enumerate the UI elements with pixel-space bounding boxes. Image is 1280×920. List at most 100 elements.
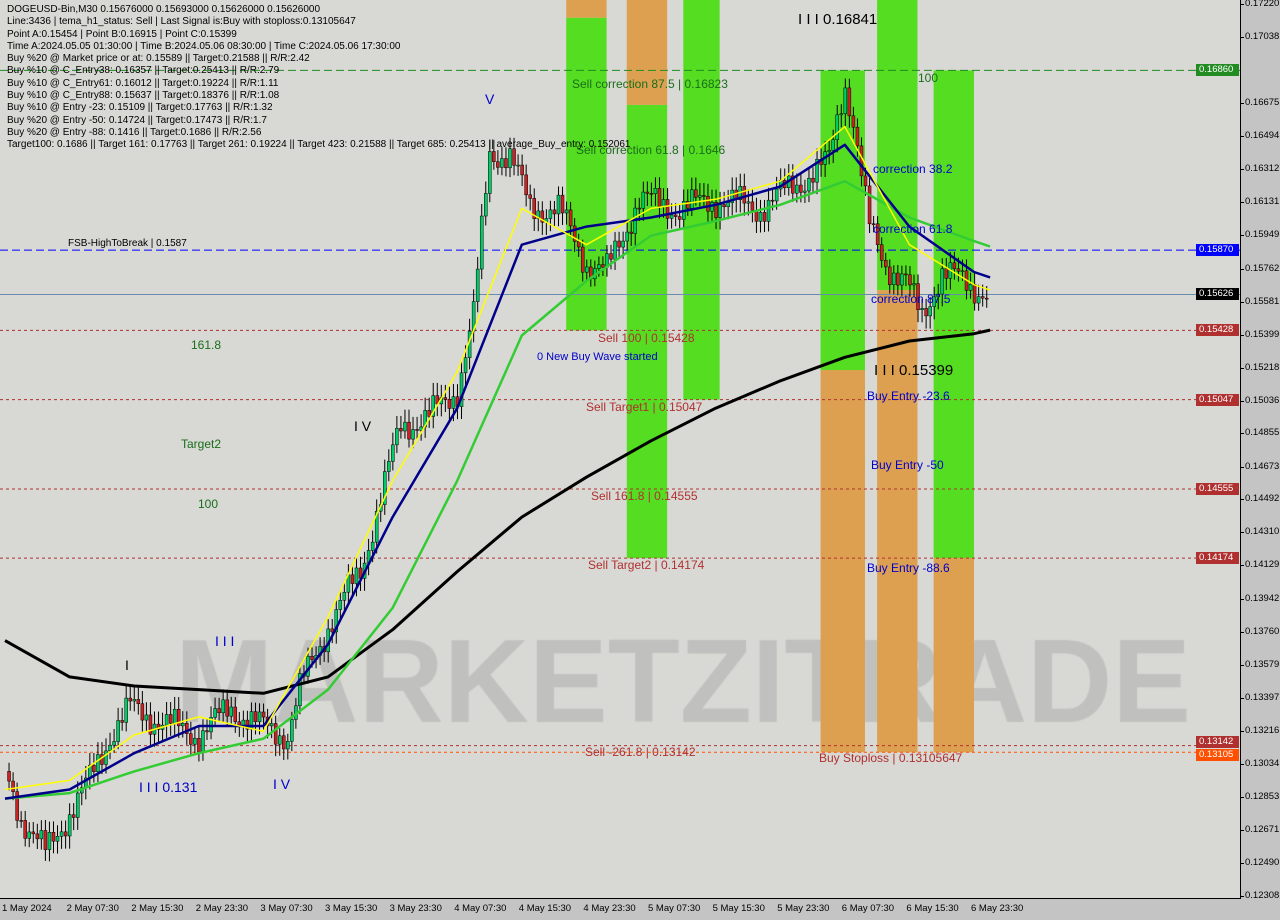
price-tick: 0.17038 xyxy=(1240,31,1280,43)
candle-body xyxy=(690,189,694,209)
candle-body xyxy=(540,210,545,223)
candle-body xyxy=(395,428,399,446)
candle-body xyxy=(23,820,27,839)
candle-body xyxy=(912,283,916,286)
time-tick: 4 May 15:30 xyxy=(518,903,572,914)
candle-body xyxy=(875,223,880,245)
time-tick: 3 May 07:30 xyxy=(260,903,313,914)
candle-body xyxy=(217,708,221,714)
candle-body xyxy=(273,723,278,745)
candle-body xyxy=(403,421,407,432)
candle-body xyxy=(702,195,706,197)
zone-green xyxy=(820,70,865,371)
info-line: Buy %10 @ C_Entry88: 0.15637 || Target:0… xyxy=(7,90,280,102)
candle-body xyxy=(120,720,124,723)
zone-orange xyxy=(626,0,668,105)
candle-body xyxy=(831,139,835,151)
candle-body xyxy=(609,253,613,260)
price-tick: 0.14310 xyxy=(1240,526,1280,538)
candle-body xyxy=(867,185,872,225)
candle-body xyxy=(851,115,856,128)
candle-body xyxy=(944,268,949,279)
price-chart xyxy=(0,0,1240,862)
chart-plot-area[interactable]: DOGEUSD-Bin,M30 0.15676000 0.15693000 0.… xyxy=(0,0,1241,899)
candle-body xyxy=(269,723,274,727)
candle-body xyxy=(629,231,633,234)
annotation-sell-correction-61: Sell correction 61.8 | 0.1646 xyxy=(576,143,726,157)
price-tick: 0.14129 xyxy=(1240,559,1280,571)
candle-body xyxy=(475,268,480,302)
price-level-badge: 0.13105 xyxy=(1196,749,1239,762)
candle-body xyxy=(310,656,314,660)
candle-body xyxy=(916,283,920,311)
price-tick: 0.15949 xyxy=(1240,228,1280,240)
annotation-sell-correction-87: Sell correction 87.5 | 0.16823 xyxy=(572,77,728,91)
candle-body xyxy=(415,429,419,431)
candle-body xyxy=(290,719,294,742)
price-tick: 0.13942 xyxy=(1240,593,1280,605)
annotation-correction-87: correction 87.5 xyxy=(871,292,951,306)
info-line: Buy %10 @ C_Entry38: 0.16357 || Target:0… xyxy=(7,65,280,77)
candle-body xyxy=(956,268,961,272)
candle-body xyxy=(839,113,844,116)
candle-body xyxy=(621,240,625,248)
price-tick: 0.14673 xyxy=(1240,460,1280,472)
info-line: Time A:2024.05.05 01:30:00 | Time B:2024… xyxy=(7,40,401,52)
candle-body xyxy=(47,832,52,850)
candle-body xyxy=(568,209,573,227)
info-line: Point A:0.15454 | Point B:0.16915 | Poin… xyxy=(7,28,237,40)
candle-body xyxy=(419,426,423,431)
candle-body xyxy=(189,733,193,745)
candle-body xyxy=(524,174,528,196)
candle-body xyxy=(637,207,642,210)
price-level-badge: 0.15870 xyxy=(1196,244,1239,257)
candle-body xyxy=(791,175,795,194)
annotation-sell-target2: Sell Target2 | 0.14174 xyxy=(588,558,705,572)
price-tick: 0.16494 xyxy=(1240,129,1280,141)
candle-body xyxy=(492,151,496,162)
zone-green xyxy=(933,70,974,559)
candle-body xyxy=(140,703,145,721)
candle-body xyxy=(928,306,932,317)
annotation-wave-i: I xyxy=(125,657,129,673)
candle-body xyxy=(27,831,31,839)
candle-body xyxy=(136,699,141,704)
time-tick: 4 May 23:30 xyxy=(583,903,636,914)
candle-body xyxy=(241,719,246,726)
candle-body xyxy=(972,284,977,304)
candle-body xyxy=(500,158,504,168)
candle-body xyxy=(718,204,722,218)
candle-body xyxy=(807,177,811,192)
candle-body xyxy=(952,262,957,270)
price-tick: 0.13034 xyxy=(1240,758,1280,770)
candle-body xyxy=(564,209,569,214)
time-axis[interactable]: 1 May 2024 2 May 07:30 2 May 15:30 2 May 23… xyxy=(0,899,1240,920)
candle-body xyxy=(601,264,605,268)
candle-body xyxy=(39,830,44,840)
candle-body xyxy=(516,164,520,167)
candle-body xyxy=(758,212,763,222)
candle-body xyxy=(980,296,985,299)
info-line: Line:3436 | tema_h1_status: Sell | Last … xyxy=(7,16,356,28)
price-tick: 0.12490 xyxy=(1240,856,1280,868)
candle-body xyxy=(855,126,860,147)
time-tick: 5 May 23:30 xyxy=(777,903,830,914)
time-tick: 6 May 15:30 xyxy=(906,903,959,914)
annotation-wave-iii-131: I I I 0.131 xyxy=(139,779,198,795)
candle-body xyxy=(625,231,629,242)
candle-body xyxy=(59,831,64,837)
candle-body xyxy=(742,186,747,204)
candle-body xyxy=(827,150,831,152)
time-tick: 4 May 07:30 xyxy=(454,903,507,914)
candle-body xyxy=(463,357,468,374)
candle-body xyxy=(520,164,524,176)
candle-body xyxy=(435,395,440,405)
candle-body xyxy=(104,750,108,765)
candle-body xyxy=(193,738,197,745)
price-level-badge: 0.14174 xyxy=(1196,552,1239,565)
price-axis[interactable]: 0.17220 0.17038 0.16675 0.16494 0.16312 0.161… xyxy=(1240,0,1280,901)
candle-body xyxy=(496,161,500,168)
candle-body xyxy=(892,272,896,285)
candle-body xyxy=(148,714,153,735)
info-panel: DOGEUSD-Bin,M30 0.15676000 0.15693000 0.… xyxy=(7,4,631,152)
